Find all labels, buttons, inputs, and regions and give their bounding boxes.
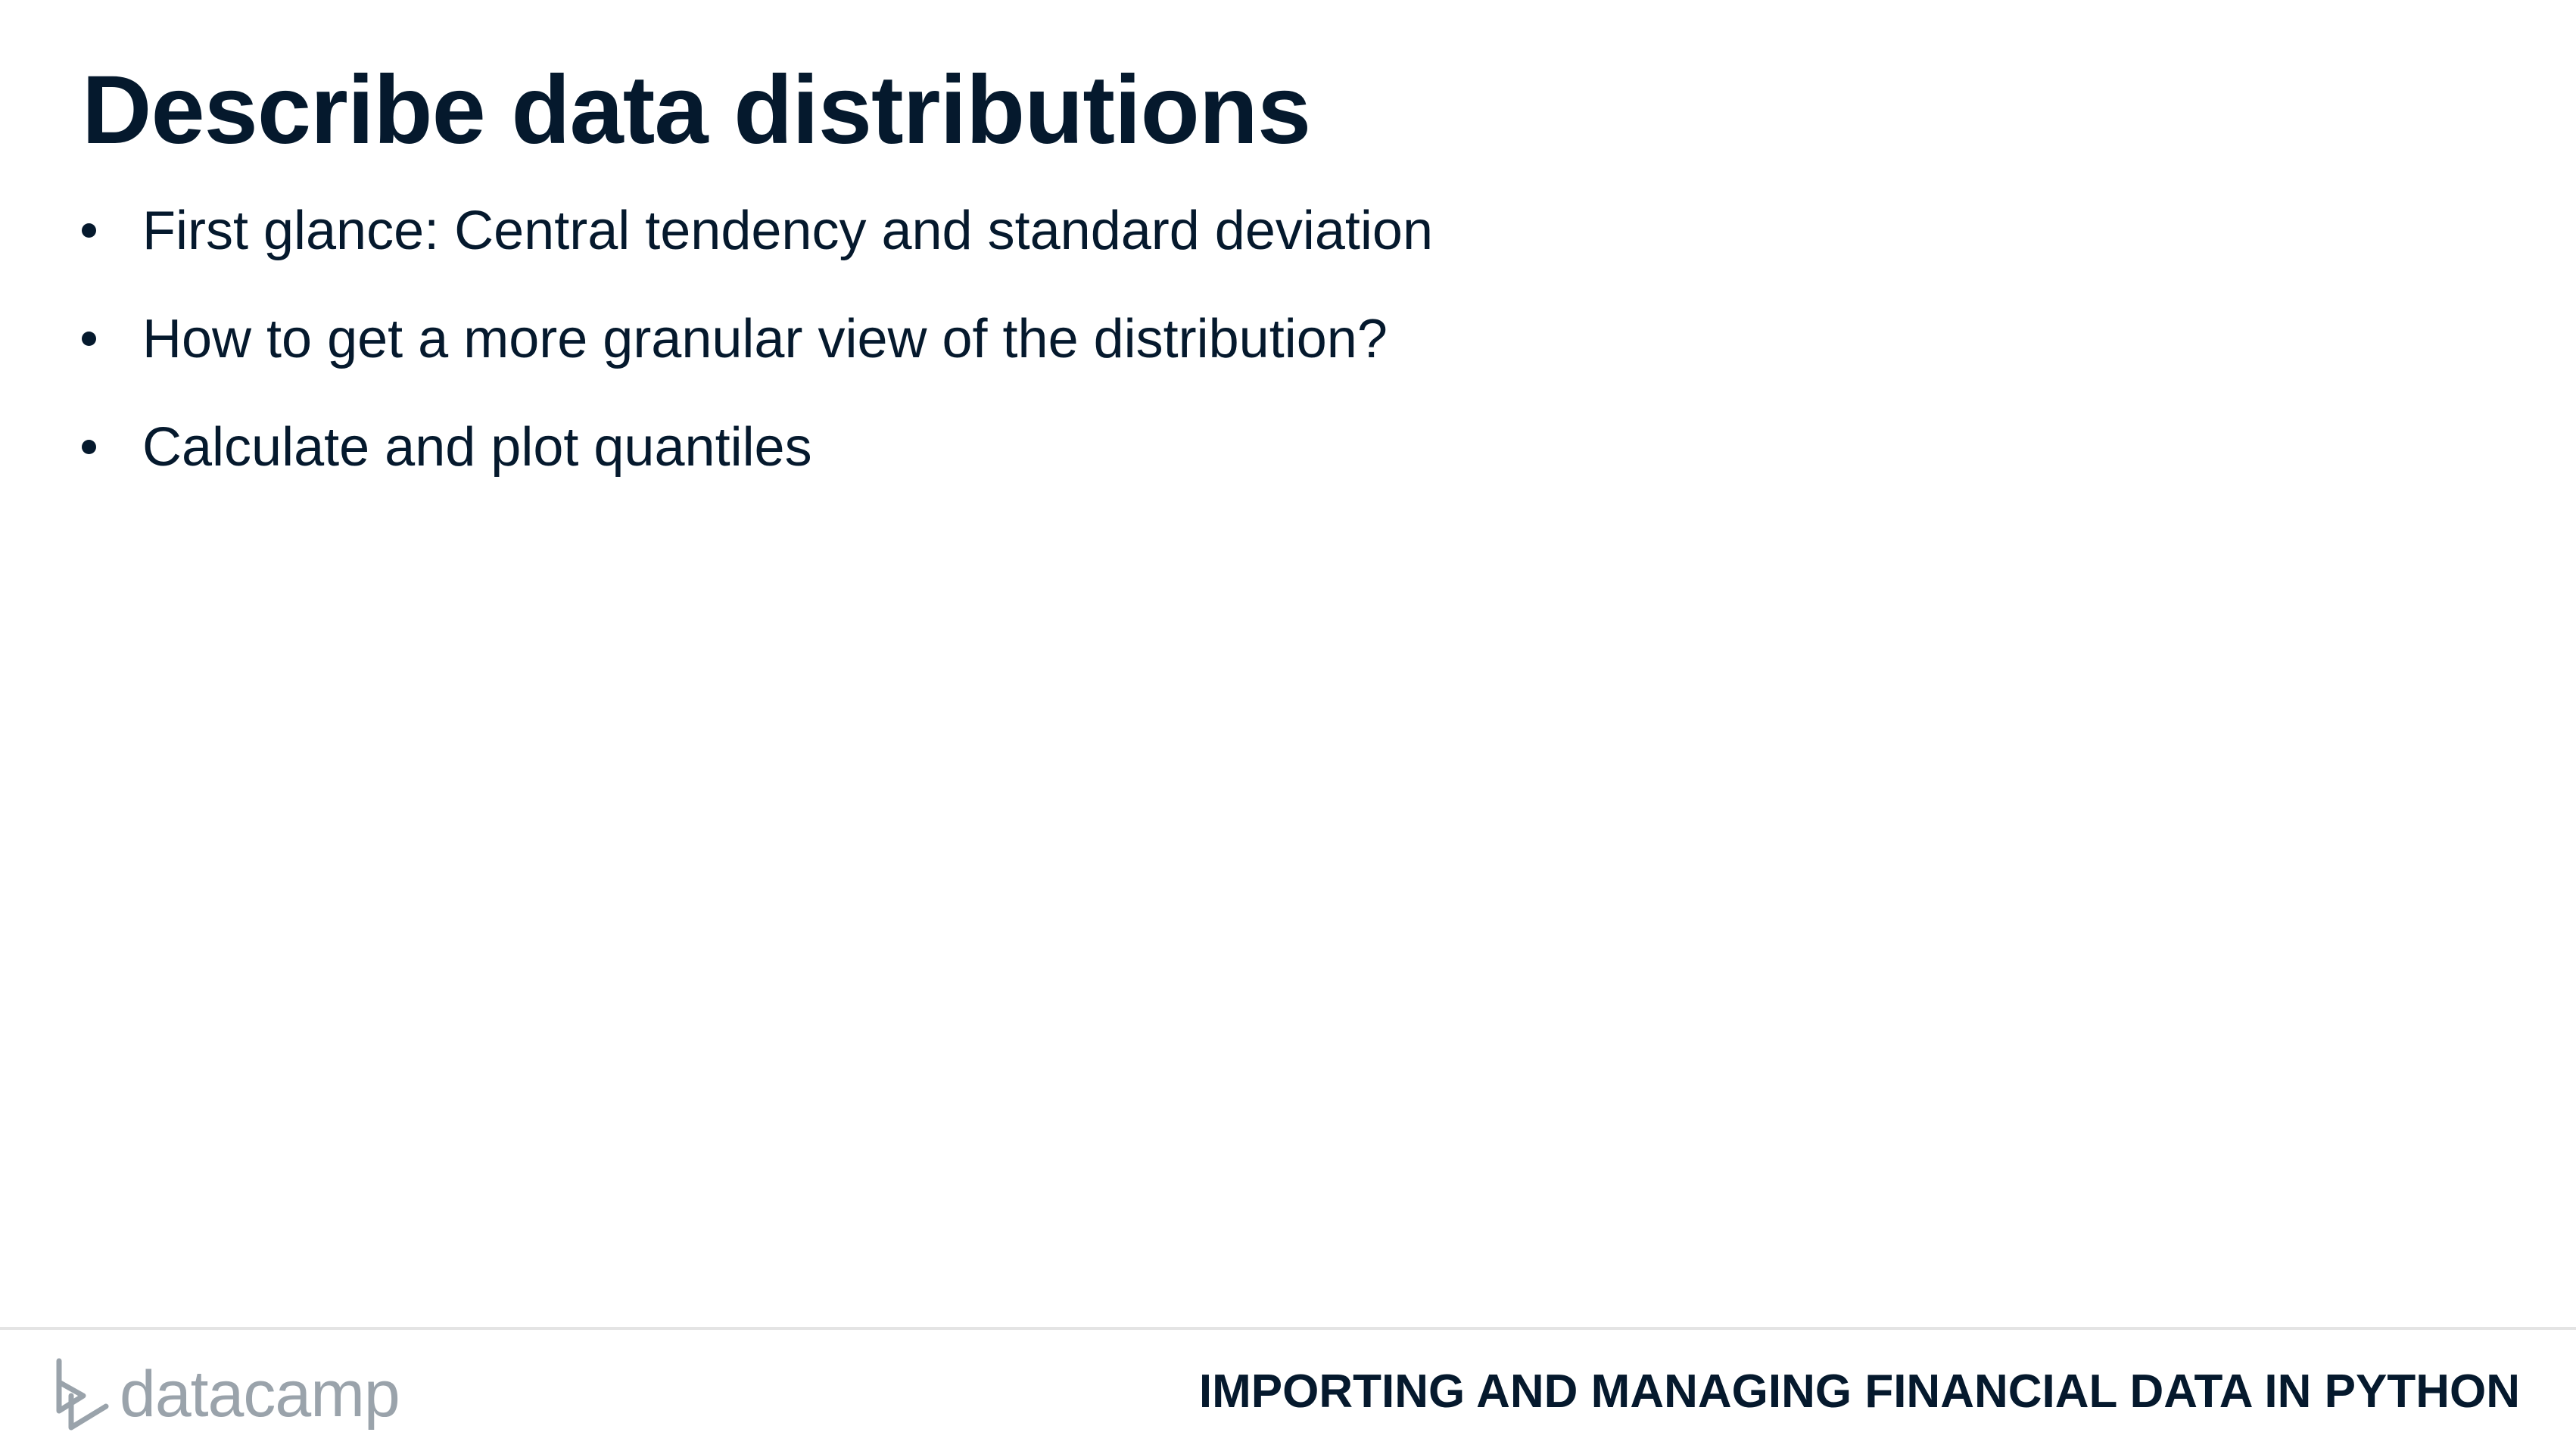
- bullet-item: Calculate and plot quantiles: [82, 406, 1433, 514]
- bullet-dot-icon: [82, 332, 96, 346]
- footer-divider: [0, 1327, 2576, 1330]
- bullet-item: How to get a more granular view of the d…: [82, 297, 1433, 406]
- bullet-dot-icon: [82, 223, 96, 238]
- bullet-text: How to get a more granular view of the d…: [142, 309, 1388, 369]
- datacamp-logo-icon: [56, 1358, 109, 1431]
- footer: datacamp IMPORTING AND MANAGING FINANCIA…: [0, 1330, 2576, 1451]
- bullet-list: First glance: Central tendency and stand…: [82, 189, 1433, 514]
- brand-logo: datacamp: [53, 1353, 400, 1436]
- bullet-text: Calculate and plot quantiles: [142, 417, 812, 478]
- bullet-dot-icon: [82, 440, 96, 454]
- bullet-text: First glance: Central tendency and stand…: [142, 201, 1434, 261]
- brand-name: datacamp: [120, 1358, 400, 1431]
- course-title: IMPORTING AND MANAGING FINANCIAL DATA IN…: [1198, 1365, 2520, 1418]
- slide-title: Describe data distributions: [82, 56, 1311, 164]
- bullet-item: First glance: Central tendency and stand…: [82, 189, 1433, 297]
